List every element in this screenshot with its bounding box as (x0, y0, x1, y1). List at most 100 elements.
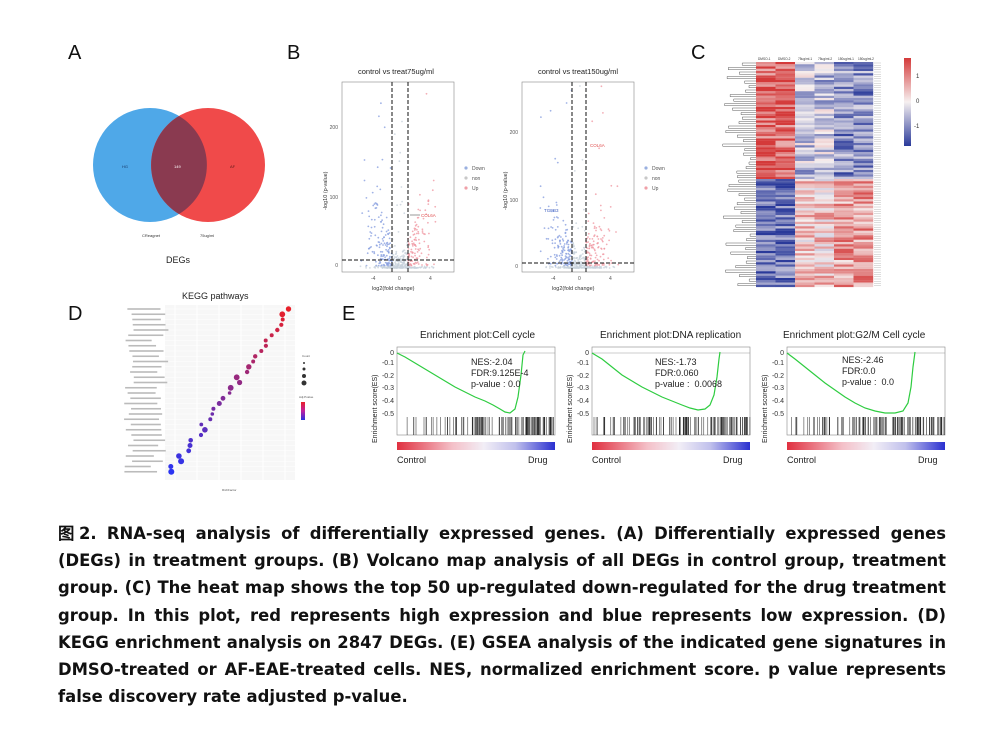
volcano-point (554, 228, 557, 231)
volcano-point (567, 252, 570, 255)
volcano-point (376, 166, 379, 169)
heatmap-cell (814, 179, 835, 182)
volcano-point (595, 254, 598, 257)
volcano-point (594, 260, 596, 262)
heatmap-cell (814, 156, 835, 159)
heatmap-cell (775, 278, 796, 281)
volcano-point (588, 252, 591, 255)
volcano-point (388, 243, 390, 246)
volcano-point (607, 228, 610, 231)
heatmap-cell (756, 255, 776, 258)
volcano-point (610, 262, 613, 264)
heatmap-cell (853, 255, 874, 258)
heatmap-cell (775, 138, 796, 141)
heatmap-cell (853, 251, 874, 254)
volcano-point (394, 253, 397, 256)
heatmap-cell (795, 140, 815, 144)
volcano-point (403, 212, 406, 215)
volcano-point (373, 218, 376, 221)
volcano-point (373, 252, 376, 255)
volcano-point (359, 265, 362, 268)
heatmap-cell (756, 80, 776, 83)
volcano-point (384, 256, 386, 258)
heatmap-cell (814, 107, 835, 110)
volcano-point (605, 243, 608, 246)
heatmap-cell (756, 244, 776, 247)
heatmap-cell (853, 62, 874, 65)
heatmap-cell (853, 93, 874, 96)
volcano-point (394, 261, 396, 264)
heatmap-cell (853, 212, 874, 216)
volcano-point (382, 240, 385, 242)
heatmap-cell (834, 221, 854, 225)
volcano1-legend-down: Down (472, 166, 485, 172)
heatmap-cell (814, 116, 835, 119)
heatmap-cell (834, 136, 854, 139)
volcano-point (387, 262, 390, 264)
heatmap-cell (834, 170, 854, 173)
heatmap-cell (756, 233, 776, 236)
volcano1-ytick-200: 200 (330, 125, 339, 131)
heatmap-cell (795, 190, 815, 193)
volcano-point (596, 235, 599, 238)
volcano-point (555, 266, 557, 269)
volcano-point (567, 257, 569, 259)
heatmap-cell (756, 197, 776, 200)
volcano-point (376, 244, 378, 247)
volcano-point (419, 247, 422, 250)
volcano-point (610, 259, 612, 262)
heatmap-cell (775, 172, 796, 175)
heatmap-cell (853, 129, 874, 132)
heatmap-cell (756, 246, 776, 249)
heatmap-cell (834, 201, 854, 204)
kegg-pathway-label (127, 308, 161, 310)
heatmap-cell (853, 257, 874, 261)
volcano-point (577, 227, 580, 230)
heatmap-cell (775, 113, 796, 117)
volcano-point (550, 265, 553, 268)
volcano-point (598, 147, 600, 150)
heatmap-cell (775, 152, 796, 155)
volcano-point (590, 254, 593, 257)
kegg-pathway-label (133, 329, 169, 331)
venn-overlap (151, 116, 207, 214)
heatmap-cell (795, 89, 815, 92)
heatmap-cell (834, 93, 854, 96)
volcano-point (577, 259, 579, 261)
heatmap-cell (775, 161, 796, 164)
heatmap-cell (756, 183, 776, 186)
heatmap-scale-mid: 0 (916, 99, 920, 105)
heatmap-cell (775, 86, 796, 90)
heatmap-cell (853, 224, 874, 227)
heatmap-cell (814, 145, 835, 148)
volcano-point (414, 254, 416, 257)
heatmap-cell (853, 152, 874, 155)
volcano-point (411, 240, 413, 243)
volcano-point (409, 260, 412, 262)
kegg-pathway-label (125, 339, 152, 342)
volcano-point (382, 258, 384, 261)
heatmap-cell (756, 149, 776, 153)
heatmap-cell (834, 75, 854, 78)
volcano2-legend-down: Down (652, 166, 665, 172)
heatmap-cell (795, 64, 815, 67)
volcano-point (581, 249, 583, 252)
heatmap-dendrogram-branch (737, 283, 756, 286)
heatmap-cell (853, 215, 874, 218)
heatmap-cell (775, 73, 796, 76)
volcano-point (597, 246, 599, 249)
volcano-point (556, 262, 559, 265)
volcano-point (581, 158, 584, 161)
heatmap-cell (775, 100, 796, 103)
gsea-ytick: 0 (780, 350, 784, 357)
heatmap-dendrogram-branch (738, 179, 756, 183)
heatmap-cell (775, 75, 796, 78)
heatmap-cell (756, 71, 776, 74)
volcano-point (414, 266, 417, 269)
volcano-point (599, 204, 602, 207)
volcano-point (421, 232, 424, 234)
heatmap-cell (775, 246, 796, 249)
volcano-point (413, 263, 416, 265)
volcano-point (418, 242, 421, 245)
volcano-point (381, 266, 384, 269)
